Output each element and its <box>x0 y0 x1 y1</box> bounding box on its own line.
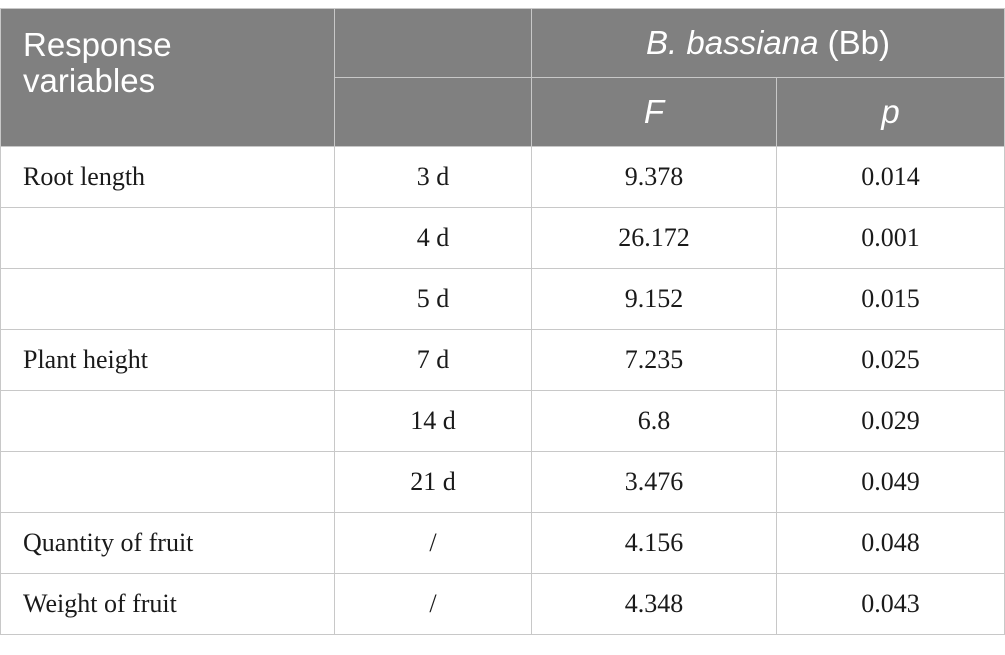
cell-f: 9.378 <box>531 146 777 208</box>
cell-f: 3.476 <box>531 451 777 513</box>
cell-f: 6.8 <box>531 390 777 452</box>
cell-variable: Plant height <box>0 329 335 391</box>
cell-p: 0.048 <box>776 512 1005 574</box>
cell-f: 7.235 <box>531 329 777 391</box>
cell-time: 14 d <box>334 390 532 452</box>
cell-variable <box>0 390 335 452</box>
cell-variable: Root length <box>0 146 335 208</box>
results-table: Response variables B. bassiana (Bb) F p R… <box>0 8 1005 635</box>
cell-p: 0.025 <box>776 329 1005 391</box>
header-empty-cell-2 <box>334 77 532 147</box>
header-response-line2: variables <box>23 62 156 99</box>
cell-time: 4 d <box>334 207 532 269</box>
cell-variable: Quantity of fruit <box>0 512 335 574</box>
cell-variable <box>0 268 335 330</box>
table-row: 21 d 3.476 0.049 <box>0 451 1005 513</box>
cell-p: 0.001 <box>776 207 1005 269</box>
header-f: F <box>531 77 777 147</box>
cell-variable: Weight of fruit <box>0 573 335 635</box>
header-response-variables: Response variables <box>0 8 335 147</box>
cell-f: 9.152 <box>531 268 777 330</box>
cell-p: 0.029 <box>776 390 1005 452</box>
table-row: Root length 3 d 9.378 0.014 <box>0 146 1005 208</box>
cell-p: 0.043 <box>776 573 1005 635</box>
header-row-top: Response variables B. bassiana (Bb) <box>0 8 1005 147</box>
cell-f: 4.156 <box>531 512 777 574</box>
cell-time: 3 d <box>334 146 532 208</box>
cell-variable <box>0 451 335 513</box>
cell-time: 21 d <box>334 451 532 513</box>
table-row: Plant height 7 d 7.235 0.025 <box>0 329 1005 391</box>
cell-p: 0.014 <box>776 146 1005 208</box>
cell-time: / <box>334 512 532 574</box>
table-row: 5 d 9.152 0.015 <box>0 268 1005 330</box>
header-bb-species: B. bassiana <box>646 24 819 61</box>
table-row: 14 d 6.8 0.029 <box>0 390 1005 452</box>
header-bb-abbrev: (Bb) <box>818 24 890 61</box>
cell-p: 0.049 <box>776 451 1005 513</box>
table-row: Weight of fruit / 4.348 0.043 <box>0 573 1005 635</box>
cell-time: 5 d <box>334 268 532 330</box>
table-row: 4 d 26.172 0.001 <box>0 207 1005 269</box>
cell-p: 0.015 <box>776 268 1005 330</box>
cell-f: 26.172 <box>531 207 777 269</box>
cell-time: / <box>334 573 532 635</box>
table-row: Quantity of fruit / 4.156 0.048 <box>0 512 1005 574</box>
header-bb-group: B. bassiana (Bb) <box>531 8 1005 78</box>
header-empty-cell <box>334 8 532 78</box>
cell-f: 4.348 <box>531 573 777 635</box>
header-response-line1: Response <box>23 26 172 63</box>
header-p: p <box>776 77 1005 147</box>
cell-time: 7 d <box>334 329 532 391</box>
cell-variable <box>0 207 335 269</box>
